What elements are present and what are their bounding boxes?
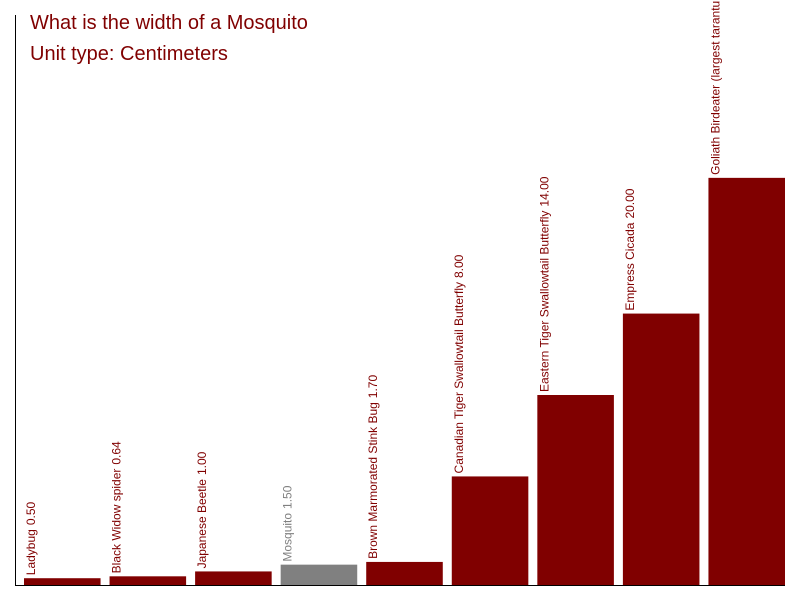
value-label: 0.64	[110, 441, 124, 465]
bar	[366, 561, 443, 585]
category-label: Ladybug	[24, 529, 38, 575]
value-label: 20.00	[623, 188, 637, 218]
bar	[195, 571, 272, 585]
category-label: Empress Cicada	[623, 222, 637, 310]
category-label: Brown Marmorated Stink Bug	[366, 402, 380, 559]
value-label: 14.00	[537, 176, 551, 206]
bar	[109, 576, 187, 585]
bar-label: Mosquito 1.50	[281, 485, 295, 561]
bar	[708, 177, 785, 585]
bar-label: Japanese Beetle 1.00	[195, 451, 209, 568]
bar	[537, 395, 614, 585]
bar-label: Canadian Tiger Swallowtail Butterfly 8.00	[452, 254, 466, 473]
category-label: Goliath Birdeater (largest tarantula)	[708, 0, 722, 175]
bar	[451, 476, 529, 585]
value-label: 0.50	[24, 501, 38, 525]
chart-subtitle: Unit type: Centimeters	[30, 43, 228, 65]
category-label: Japanese Beetle	[195, 479, 209, 569]
bar-label: Ladybug 0.50	[24, 501, 38, 575]
bar	[622, 313, 700, 585]
chart-title: What is the width of a Mosquito	[30, 12, 308, 34]
bar	[24, 578, 101, 585]
bar-label: Empress Cicada 20.00	[623, 188, 637, 310]
value-label: 8.00	[452, 254, 466, 278]
value-label: 1.70	[366, 375, 380, 399]
bar-label: Brown Marmorated Stink Bug 1.70	[366, 375, 380, 559]
bar-label: Black Widow spider 0.64	[110, 441, 124, 573]
category-label: Canadian Tiger Swallowtail Butterfly	[452, 282, 466, 473]
bar-label: Goliath Birdeater (largest tarantula)30.…	[708, 0, 722, 175]
value-label: 1.00	[195, 451, 209, 475]
category-label: Black Widow spider	[110, 469, 124, 574]
bar	[280, 564, 358, 585]
value-label: 1.50	[281, 485, 295, 509]
category-label: Eastern Tiger Swallowtail Butterfly	[537, 211, 551, 392]
category-label: Mosquito	[281, 513, 295, 562]
bar-label: Eastern Tiger Swallowtail Butterfly 14.00	[537, 176, 551, 392]
